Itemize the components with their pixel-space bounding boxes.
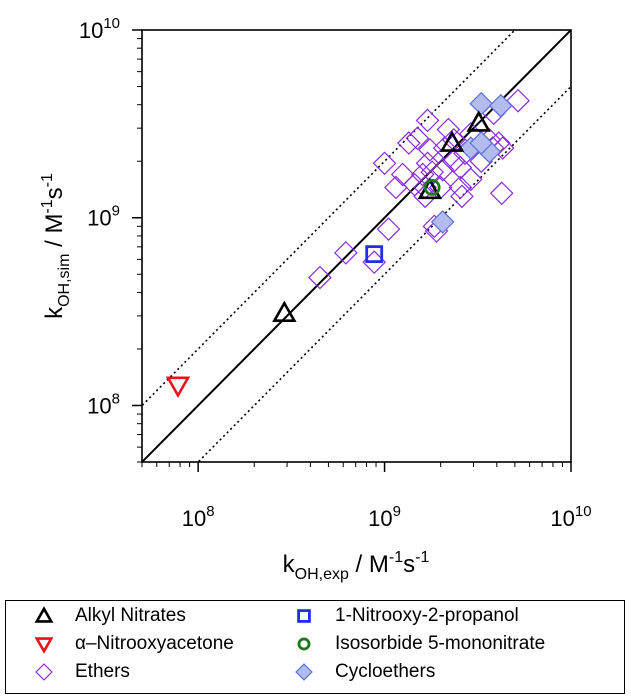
legend-marker-icon [35,663,53,681]
y-tick-label: 1010 [79,15,120,43]
data-point [308,265,332,290]
data-point [415,151,440,176]
legend-label: Alkyl Nitrates [75,605,186,626]
data-point [448,175,473,200]
legend-marker-icon [297,609,311,623]
data-point [372,151,397,176]
series-diamond-filled [430,91,513,234]
data-point [489,181,514,206]
y-axis-label: kOH,sim / M-1s-1 [39,173,73,319]
x-tick-label: 1010 [550,503,591,531]
legend-marker-icon [34,637,54,654]
one-to-one-line [142,30,571,462]
data-point [423,179,441,196]
x-tick-label: 109 [368,503,401,531]
data-point [466,110,491,132]
data-point [384,175,408,200]
data-point [376,217,401,241]
legend-item: Alkyl Nitrates [31,604,186,628]
data-point [439,130,465,152]
series-circle-open [423,179,441,196]
data-point [488,93,513,118]
data-points [165,88,530,398]
factor-line [142,30,517,407]
legend-label: Cycloethers [335,661,436,682]
data-point [430,157,455,182]
legend-label: 1-Nitrooxy-2-propanol [335,605,519,626]
data-point [430,210,455,234]
legend-item: Isosorbide 5-mononitrate [291,632,545,656]
data-point [390,162,415,187]
legend-label: Ethers [75,661,130,682]
legend: Alkyl Nitrates 1-Nitrooxy-2-propanol α–Nit… [5,600,625,694]
legend-marker-icon [295,663,313,681]
data-point [410,162,435,187]
legend-item: Cycloethers [291,660,435,684]
legend-item: Ethers [31,660,130,684]
data-point [165,376,191,398]
data-point [397,131,421,155]
data-point [413,184,437,209]
legend-marker-icon [297,637,311,651]
data-point [334,241,358,265]
data-point [415,108,440,133]
series-triangle-up-open [272,110,491,323]
legend-item: 1-Nitrooxy-2-propanol [291,604,519,628]
legend-label: α–Nitrooxyacetone [75,633,234,654]
series-triangle-down-open [165,376,191,398]
y-tick-label: 109 [87,203,120,231]
data-point [365,245,384,264]
series-square-open [365,245,384,264]
legend-item: α–Nitrooxyacetone [31,632,234,656]
axis-ticks: 108 109 1010 108 109 1010 [79,15,592,531]
data-point [418,137,442,162]
x-axis-label: kOH,exp / M-1s-1 [283,549,430,583]
data-point [450,184,474,209]
data-point [441,149,466,174]
x-tick-label: 108 [182,503,215,531]
y-tick-label: 108 [87,390,120,418]
data-point [458,167,483,192]
data-point [272,300,297,323]
data-point [506,88,530,113]
data-point [405,126,430,151]
legend-label: Isosorbide 5-mononitrate [335,633,546,654]
data-point [469,131,494,155]
legend-marker-icon [34,606,54,623]
series-diamond-open [308,88,530,290]
plot-frame [141,29,572,463]
